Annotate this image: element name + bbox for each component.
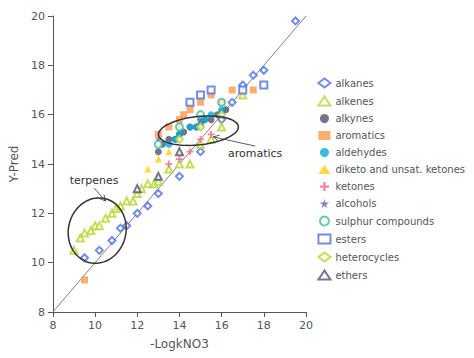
svg-text:18: 18: [31, 59, 45, 72]
svg-text:-LogkNO3: -LogkNO3: [150, 337, 209, 351]
svg-text:20: 20: [299, 319, 313, 332]
svg-text:10: 10: [88, 319, 102, 332]
svg-text:12: 12: [130, 319, 144, 332]
svg-text:aldehydes: aldehydes: [335, 147, 386, 158]
svg-text:sulphur compounds: sulphur compounds: [335, 216, 434, 227]
svg-text:terpenes: terpenes: [70, 174, 119, 187]
svg-text:8: 8: [49, 319, 56, 332]
svg-text:8: 8: [38, 306, 45, 319]
svg-text:ketones: ketones: [335, 181, 374, 192]
svg-text:alcohols: alcohols: [335, 198, 376, 209]
svg-text:alkenes: alkenes: [335, 96, 373, 107]
svg-text:diketo and unsat. ketones: diketo and unsat. ketones: [335, 164, 465, 175]
svg-text:12: 12: [31, 207, 45, 220]
svg-text:esters: esters: [335, 234, 366, 245]
svg-text:heterocycles: heterocycles: [335, 252, 399, 263]
svg-text:14: 14: [31, 158, 45, 171]
svg-text:20: 20: [31, 10, 45, 23]
svg-text:14: 14: [172, 319, 186, 332]
svg-text:alkanes: alkanes: [335, 78, 373, 89]
svg-text:aromatics: aromatics: [335, 130, 384, 141]
svg-text:10: 10: [31, 256, 45, 269]
svg-text:16: 16: [215, 319, 229, 332]
svg-text:alkynes: alkynes: [335, 113, 373, 124]
svg-text:18: 18: [257, 319, 271, 332]
svg-text:16: 16: [31, 108, 45, 121]
svg-text:aromatics: aromatics: [228, 147, 283, 160]
svg-text:Y-Pred: Y-Pred: [7, 146, 21, 184]
svg-text:ethers: ethers: [335, 270, 367, 281]
